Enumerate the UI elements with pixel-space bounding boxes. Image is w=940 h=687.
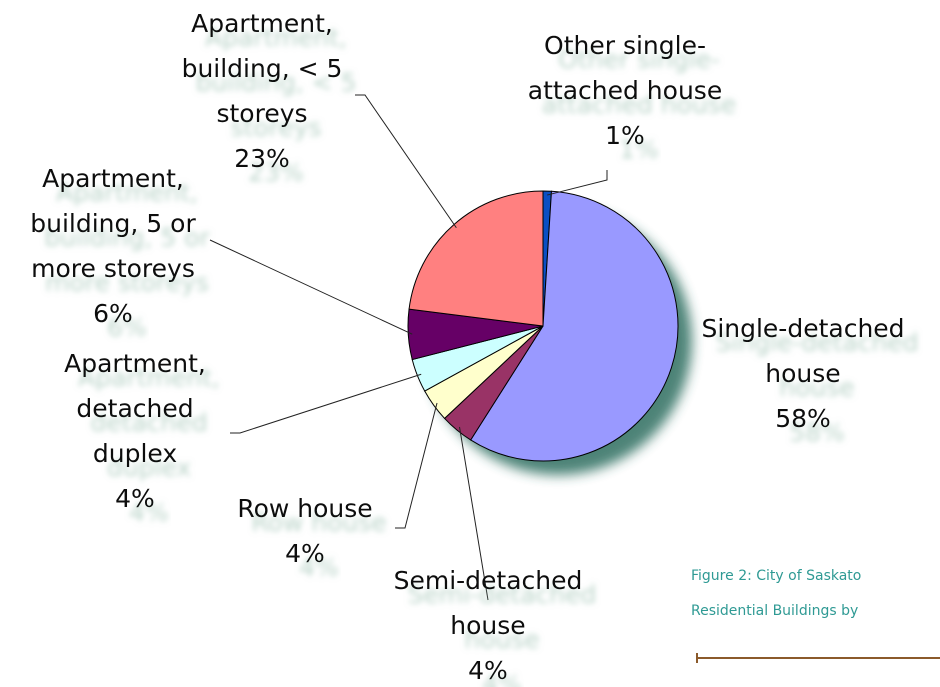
slice-label: detached bbox=[76, 394, 193, 423]
slice-label: house bbox=[765, 359, 840, 388]
pie-slice bbox=[469, 190, 679, 462]
slice-label: house bbox=[450, 611, 525, 640]
slice-label: Single-detached bbox=[701, 314, 904, 343]
slice-label: Semi-detached bbox=[394, 566, 583, 595]
slice-value-label: 6% bbox=[93, 299, 133, 328]
slice-label: Row house bbox=[237, 494, 372, 523]
leader-line bbox=[355, 94, 457, 229]
slice-label: building, < 5 bbox=[182, 54, 343, 83]
pie-slice bbox=[408, 190, 544, 327]
slice-label: more storeys bbox=[31, 254, 195, 283]
labels: Other single-attached house 1% Single-deta… bbox=[30, 9, 904, 685]
slice-label: storeys bbox=[216, 99, 307, 128]
slice-label: duplex bbox=[93, 439, 177, 468]
leader-line bbox=[230, 373, 422, 434]
leader-line bbox=[209, 239, 413, 335]
slice-label: Apartment, bbox=[42, 164, 184, 193]
slice-label: Other single- bbox=[544, 31, 706, 60]
leader-line bbox=[546, 170, 608, 196]
caption: Figure 2: City of Saskato bbox=[691, 568, 861, 584]
slice-value-label: 4% bbox=[468, 656, 508, 685]
slice-value-label: 58% bbox=[775, 404, 831, 433]
leader-lines bbox=[209, 94, 608, 601]
slice-label: Apartment, bbox=[64, 349, 206, 378]
slice-value-label: 4% bbox=[285, 539, 325, 568]
caption: Residential Buildings by bbox=[691, 603, 858, 619]
pie bbox=[407, 190, 679, 462]
slice-label: Apartment, bbox=[191, 9, 333, 38]
slice-value-label: 23% bbox=[234, 144, 290, 173]
slice-value-label: 4% bbox=[115, 484, 155, 513]
slice-label: building, 5 or bbox=[30, 209, 196, 238]
slice-label: attached house bbox=[528, 76, 722, 105]
slice-value-label: 1% bbox=[605, 121, 645, 150]
leader-line bbox=[395, 402, 438, 529]
leader-line bbox=[459, 426, 489, 601]
